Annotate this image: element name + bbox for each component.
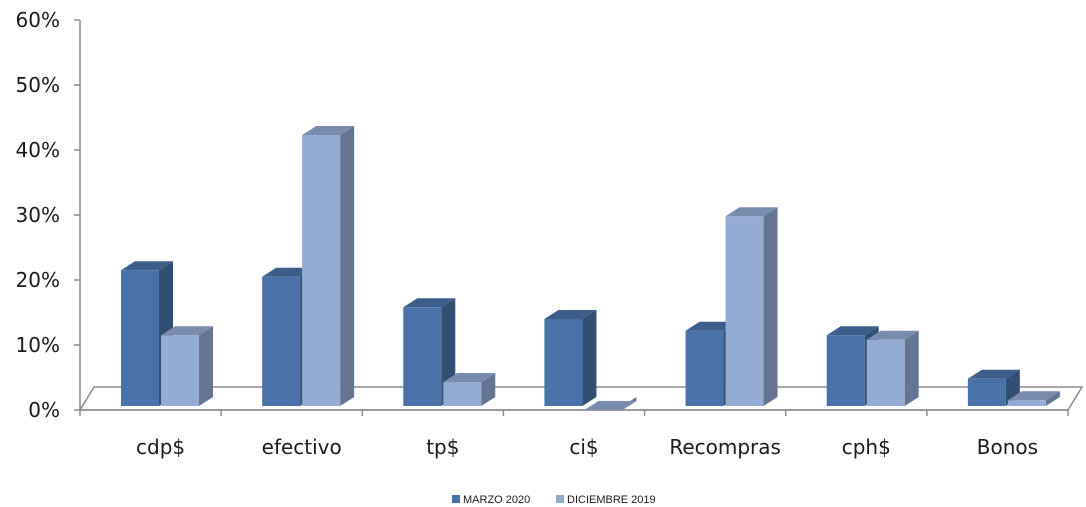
y-axis-tick-labels: 0% 10% 20% 30% 40% 50% 60%	[16, 8, 60, 422]
bar-top-face	[685, 321, 738, 331]
bar-front-face	[443, 382, 482, 406]
bar-top-face	[403, 298, 456, 308]
bar-marzo-2020	[967, 369, 1020, 406]
bar-top-face	[121, 261, 173, 271]
bar-front-face	[262, 276, 301, 406]
bar-top-face	[584, 401, 637, 410]
bar-side-face	[582, 310, 597, 406]
bar-top-face	[967, 369, 1020, 379]
bar-front-face	[967, 378, 1006, 406]
x-category-label: efectivo	[262, 435, 342, 459]
bar-top-face	[544, 310, 597, 319]
x-category-label: cdp$	[136, 435, 185, 459]
bar-front-face	[403, 307, 442, 406]
bar-diciembre-2019	[584, 397, 637, 410]
legend-item: DICIEMBRE 2019	[556, 494, 656, 506]
bar-diciembre-2019	[302, 126, 355, 407]
bar-front-face	[1007, 400, 1046, 406]
bar-top-face	[443, 373, 496, 383]
legend-swatch	[452, 495, 460, 503]
y-tick-label: 20%	[16, 268, 60, 292]
bar-diciembre-2019	[443, 373, 496, 406]
y-tick-label: 30%	[16, 203, 60, 227]
bar-diciembre-2019	[161, 326, 213, 406]
bar-front-face	[685, 330, 724, 406]
x-category-label: Recompras	[669, 435, 781, 459]
bar-front-face	[161, 335, 199, 406]
bar-marzo-2020	[544, 310, 597, 406]
bar-front-face	[725, 216, 764, 406]
bar-top-face	[262, 267, 315, 277]
bar-front-face	[866, 339, 905, 406]
x-category-label: Bonos	[977, 435, 1038, 459]
bar-top-face	[161, 326, 213, 336]
y-tick-label: 50%	[16, 73, 60, 97]
chart-legend: MARZO 2020 DICIEMBRE 2019	[452, 494, 656, 506]
x-category-label: cph$	[842, 435, 891, 459]
y-tick-label: 10%	[16, 333, 60, 357]
bar-top-face	[826, 326, 879, 336]
bar-side-face	[340, 126, 355, 407]
legend-swatch	[556, 495, 564, 503]
legend-label: DICIEMBRE 2019	[567, 494, 656, 506]
x-category-label: ci$	[569, 435, 598, 459]
x-axis-category-labels: cdp$ efectivo tp$ ci$ Recompras cph$ Bonos	[136, 435, 1038, 459]
bar-diciembre-2019	[725, 207, 778, 406]
bar-side-face	[199, 326, 213, 406]
bar-front-face	[121, 270, 159, 406]
bar-top-face	[866, 330, 919, 340]
bar-top-face	[1007, 391, 1060, 401]
bar-front-face	[544, 319, 583, 406]
legend-label: MARZO 2020	[463, 494, 530, 506]
bar-top-face	[302, 126, 355, 136]
x-category-label: tp$	[426, 435, 459, 459]
bar-top-face	[725, 207, 778, 217]
bar-side-face	[763, 207, 778, 406]
y-tick-label: 0%	[28, 398, 60, 422]
legend-item: MARZO 2020	[452, 494, 530, 506]
y-tick-label: 60%	[16, 8, 60, 32]
bar-diciembre-2019	[866, 330, 919, 406]
y-tick-label: 40%	[16, 138, 60, 162]
bar-side-face	[481, 373, 496, 406]
chart-bars	[121, 126, 1060, 410]
bar-side-face	[1045, 391, 1060, 406]
bar-front-face	[826, 335, 865, 406]
bar-diciembre-2019	[1007, 391, 1060, 406]
bar-side-face	[904, 330, 919, 406]
bar-front-face	[302, 135, 341, 407]
